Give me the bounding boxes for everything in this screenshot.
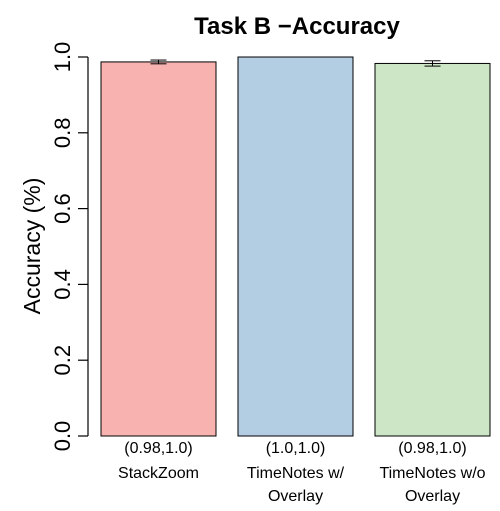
y-tick-label: 0.0 <box>50 421 75 452</box>
x-category-labels: (0.98,1.0) StackZoom (1.0,1.0) TimeNotes w/… <box>118 440 486 505</box>
x-category-label-line2: Overlay <box>405 488 460 505</box>
x-interval-label: (1.0,1.0) <box>266 440 326 457</box>
x-interval-label: (0.98,1.0) <box>124 440 192 457</box>
x-interval-label: (0.98,1.0) <box>398 440 466 457</box>
y-tick-label: 0.8 <box>50 118 75 149</box>
x-category-label: TimeNotes w/ <box>247 465 345 482</box>
bar <box>237 56 354 437</box>
chart-title: Task B −Accuracy <box>194 13 400 40</box>
y-tick-label: 1.0 <box>50 42 75 73</box>
x-category-label: TimeNotes w/o <box>379 465 485 482</box>
x-category-label-line2: Overlay <box>268 488 323 505</box>
x-category-label: StackZoom <box>118 465 199 482</box>
y-axis: 0.0 0.2 0.4 0.6 0.8 1.0 <box>50 42 89 452</box>
y-tick-label: 0.4 <box>50 269 75 300</box>
y-axis-label: Accuracy (%) <box>19 178 45 315</box>
bar <box>374 62 491 437</box>
bars <box>100 56 491 437</box>
bar <box>100 61 217 437</box>
y-tick-label: 0.2 <box>50 345 75 376</box>
y-tick-label: 0.6 <box>50 193 75 224</box>
error-bars <box>150 59 441 67</box>
